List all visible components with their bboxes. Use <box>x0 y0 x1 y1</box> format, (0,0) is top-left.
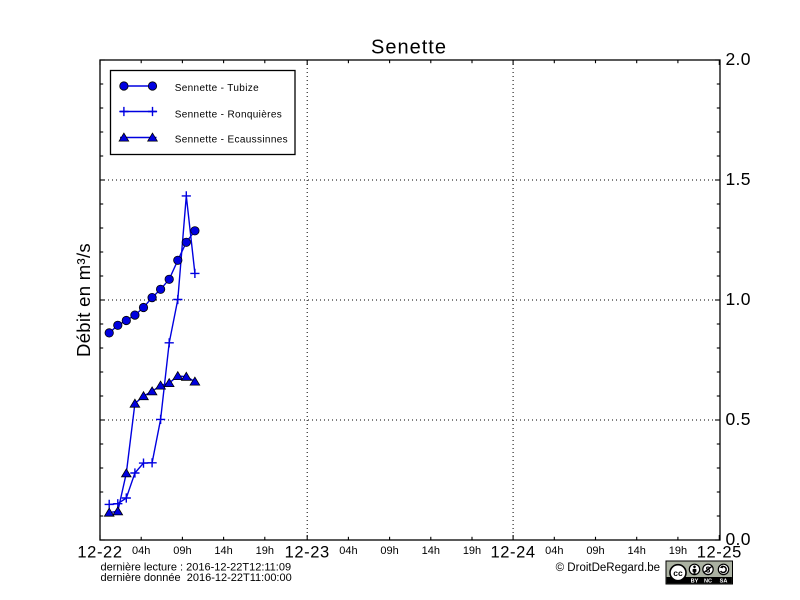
svg-text:cc: cc <box>673 568 683 578</box>
svg-text:Sennette - Tubize: Sennette - Tubize <box>175 83 259 94</box>
svg-text:04h: 04h <box>132 545 150 557</box>
svg-text:14h: 14h <box>214 545 232 557</box>
svg-text:Senette: Senette <box>371 37 447 59</box>
svg-text:dernière donnée 2016-12-22T11: dernière donnée 2016-12-22T11:00:00 <box>101 572 292 584</box>
svg-text:12-25: 12-25 <box>697 544 742 562</box>
svg-text:1.5: 1.5 <box>726 169 751 189</box>
svg-text:Sennette - Ecaussinnes: Sennette - Ecaussinnes <box>175 135 288 146</box>
svg-text:0.5: 0.5 <box>726 409 751 429</box>
svg-text:14h: 14h <box>422 545 440 557</box>
svg-text:04h: 04h <box>339 545 357 557</box>
svg-text:09h: 09h <box>173 545 191 557</box>
svg-text:0.0: 0.0 <box>726 529 751 549</box>
svg-text:12-23: 12-23 <box>285 544 330 562</box>
svg-text:SA: SA <box>720 579 728 585</box>
svg-text:14h: 14h <box>628 545 646 557</box>
svg-text:2.0: 2.0 <box>726 49 751 69</box>
svg-text:1.0: 1.0 <box>726 289 751 309</box>
svg-text:19h: 19h <box>463 545 481 557</box>
svg-text:09h: 09h <box>586 545 604 557</box>
svg-text:Débit en m³/s: Débit en m³/s <box>73 243 94 357</box>
svg-text:dernière lecture : 2016-12-22T: dernière lecture : 2016-12-22T12:11:09 <box>101 561 292 573</box>
svg-text:19h: 19h <box>669 545 687 557</box>
svg-text:Sennette - Ronquières: Sennette - Ronquières <box>175 110 282 121</box>
svg-text:04h: 04h <box>545 545 563 557</box>
svg-text:09h: 09h <box>380 545 398 557</box>
svg-text:BY: BY <box>691 579 699 585</box>
svg-text:NC: NC <box>704 579 712 585</box>
svg-text:© DroitDeRegard.be: © DroitDeRegard.be <box>556 562 660 574</box>
svg-text:12-22: 12-22 <box>77 544 122 562</box>
svg-text:19h: 19h <box>256 545 274 557</box>
svg-text:12-24: 12-24 <box>490 544 535 562</box>
